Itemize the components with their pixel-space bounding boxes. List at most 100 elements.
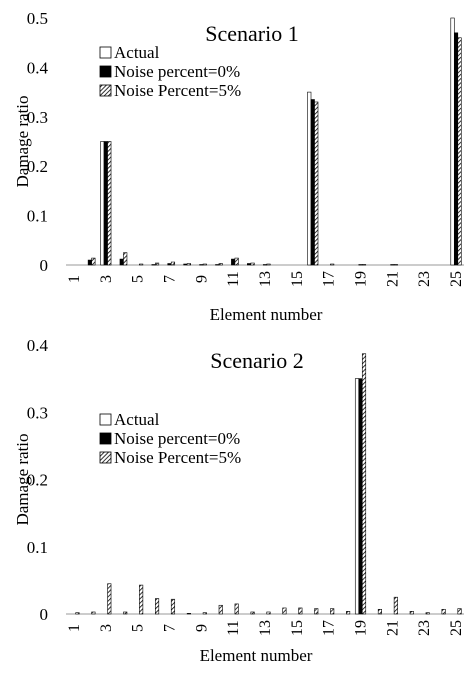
bar-noise-percent-5--element-7 <box>170 598 176 615</box>
x-tick-label: 9 <box>193 624 210 632</box>
bar-noise-percent-5--element-13 <box>266 611 271 615</box>
y-tick-label: 0.1 <box>27 207 48 226</box>
legend-swatch <box>99 46 112 59</box>
legend-swatch <box>99 65 112 78</box>
bar-noise-percent-0--element-3 <box>103 141 108 266</box>
bar-noise-percent-5--element-21 <box>393 264 398 266</box>
bar-noise-percent-5--element-22 <box>409 611 414 615</box>
y-tick-label: 0.3 <box>27 403 48 422</box>
legend-swatch <box>99 413 112 426</box>
y-axis-label: Damage ratio <box>13 433 32 525</box>
bar-noise-percent-5--element-7 <box>170 261 176 266</box>
bar-actual-element-16 <box>307 91 312 266</box>
legend-label: Noise Percent=5% <box>114 81 241 100</box>
bar-noise-percent-0--element-8 <box>183 263 188 266</box>
bar-noise-percent-0--element-10 <box>215 264 220 266</box>
bar-actual-element-3 <box>100 141 105 266</box>
legend-label: Noise percent=0% <box>114 429 240 448</box>
y-tick-label: 0.4 <box>27 336 49 355</box>
bar-noise-percent-5--element-2 <box>91 257 96 266</box>
legend-swatch <box>99 451 112 464</box>
bar-noise-percent-0--element-4 <box>119 258 124 266</box>
y-tick-label: 0.4 <box>27 58 49 77</box>
bar-noise-percent-5--element-10 <box>218 604 223 615</box>
bar-noise-percent-5--element-23 <box>425 612 430 615</box>
legend-swatch <box>99 84 112 97</box>
bar-noise-percent-0--element-2 <box>87 259 92 266</box>
bar-noise-percent-5--element-16 <box>314 608 319 615</box>
bar-noise-percent-5--element-14 <box>282 607 287 615</box>
bar-noise-percent-5--element-18 <box>346 611 351 615</box>
bar-noise-percent-5--element-9 <box>202 263 207 266</box>
bar-noise-percent-0--element-21 <box>390 264 395 266</box>
bar-noise-percent-5--element-3 <box>107 141 112 266</box>
x-tick-label: 15 <box>289 271 306 287</box>
bar-noise-percent-0--element-7 <box>167 263 172 266</box>
bar-noise-percent-0--element-13 <box>262 264 268 266</box>
bar-noise-percent-5--element-8 <box>186 263 191 266</box>
x-tick-label: 3 <box>98 275 115 283</box>
x-tick-label: 19 <box>353 271 370 287</box>
y-tick-label: 0 <box>40 256 49 275</box>
bar-noise-percent-5--element-5 <box>139 263 144 266</box>
x-tick-label: 5 <box>130 275 147 283</box>
bar-noise-percent-5--element-9 <box>202 612 207 615</box>
x-tick-label: 25 <box>448 620 465 636</box>
bar-actual-element-19 <box>354 378 360 615</box>
bar-noise-percent-5--element-8 <box>186 613 191 615</box>
bar-noise-percent-5--element-24 <box>441 608 446 615</box>
bar-noise-percent-0--element-19 <box>358 378 363 615</box>
legend-label: Actual <box>114 410 160 429</box>
chart-panel-scenario-2: 00.10.20.30.41 3 5 7 9 11 13 15 17 19 21 23 25Elemen… <box>13 336 465 665</box>
legend-label: Actual <box>114 43 160 62</box>
y-axis-label: Damage ratio <box>13 95 32 187</box>
bar-noise-percent-5--element-20 <box>377 608 382 615</box>
y-tick-label: 0.5 <box>27 9 48 28</box>
bar-noise-percent-5--element-12 <box>250 262 255 266</box>
y-tick-label: 0 <box>40 605 49 624</box>
y-tick-label: 0.3 <box>27 108 48 127</box>
x-tick-label: 21 <box>384 271 401 287</box>
legend-swatch <box>99 432 112 445</box>
bar-noise-percent-5--element-25 <box>457 37 462 266</box>
bar-noise-percent-5--element-13 <box>266 263 271 266</box>
bar-noise-percent-5--element-21 <box>393 596 398 615</box>
x-tick-label: 13 <box>257 620 274 636</box>
bar-noise-percent-5--element-16 <box>314 101 319 266</box>
bar-noise-percent-5--element-15 <box>298 607 303 615</box>
bar-actual-element-25 <box>450 17 455 266</box>
x-tick-label: 17 <box>321 271 338 287</box>
bar-noise-percent-5--element-17 <box>330 263 335 266</box>
bar-noise-percent-5--element-1 <box>75 612 80 615</box>
x-tick-label: 1 <box>66 624 83 632</box>
x-tick-label: 19 <box>353 620 370 636</box>
bar-noise-percent-5--element-10 <box>218 263 223 266</box>
x-tick-label: 13 <box>257 271 274 287</box>
chart-title: Scenario 2 <box>210 348 303 373</box>
bar-noise-percent-5--element-19 <box>361 353 367 615</box>
bar-noise-percent-0--element-12 <box>247 263 252 266</box>
x-tick-label: 7 <box>161 624 178 632</box>
chart-panel-scenario-1: 00.10.20.30.40.51 3 5 7 9 11 13 15 17 19 21 23 25Ele… <box>13 9 465 324</box>
x-tick-label: 11 <box>225 271 242 286</box>
bar-noise-percent-5--element-3 <box>107 583 112 615</box>
x-axis-label: Element number <box>200 646 313 665</box>
bar-noise-percent-0--element-25 <box>453 32 459 266</box>
x-tick-label: 23 <box>416 271 433 287</box>
legend-label: Noise Percent=5% <box>114 448 241 467</box>
x-tick-label: 11 <box>225 620 242 635</box>
bar-noise-percent-0--element-6 <box>151 264 156 266</box>
bar-noise-percent-0--element-19 <box>358 264 363 266</box>
bar-noise-percent-5--element-4 <box>123 252 128 266</box>
x-tick-label: 5 <box>130 624 147 632</box>
bar-noise-percent-5--element-5 <box>139 584 144 615</box>
y-tick-label: 0.2 <box>27 157 48 176</box>
bar-noise-percent-5--element-6 <box>155 262 160 266</box>
bar-noise-percent-0--element-16 <box>310 99 315 266</box>
bar-noise-percent-5--element-19 <box>361 264 367 266</box>
bar-noise-percent-5--element-4 <box>123 611 128 615</box>
x-tick-label: 7 <box>161 275 178 283</box>
x-tick-label: 25 <box>448 271 465 287</box>
